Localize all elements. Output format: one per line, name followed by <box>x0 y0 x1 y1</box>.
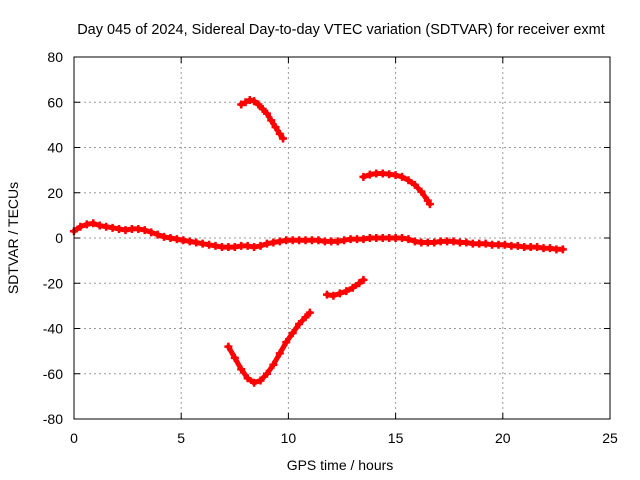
data-point <box>237 100 246 109</box>
data-point <box>398 172 407 181</box>
data-series <box>70 95 567 387</box>
data-point <box>329 291 338 300</box>
y-tick-label: -60 <box>43 366 63 382</box>
data-point <box>558 245 567 254</box>
data-point <box>140 226 149 235</box>
data-point <box>342 287 351 296</box>
data-point <box>258 105 267 114</box>
data-point <box>359 275 368 284</box>
data-point <box>76 222 85 231</box>
data-point <box>359 172 368 181</box>
data-point <box>153 230 162 239</box>
y-axis-label: SDTVAR / TECUs <box>5 182 21 294</box>
x-tick-label: 20 <box>495 430 511 446</box>
y-tick-label: -80 <box>43 411 63 427</box>
x-tick-label: 15 <box>388 430 404 446</box>
data-point <box>269 360 278 369</box>
data-point <box>271 123 280 132</box>
data-point <box>250 97 259 106</box>
data-point <box>404 176 413 185</box>
y-tick-label: 80 <box>47 49 63 65</box>
chart-title: Day 045 of 2024, Sidereal Day-to-day VTE… <box>77 22 605 38</box>
data-point <box>288 329 297 338</box>
x-tick-label: 25 <box>602 430 618 446</box>
data-point <box>237 365 246 374</box>
data-point <box>295 319 304 328</box>
data-point <box>243 374 252 383</box>
series-lower-arc-1 <box>224 308 314 387</box>
x-tick-label: 5 <box>177 430 185 446</box>
series-lower-arc-2 <box>322 275 368 300</box>
data-point <box>256 241 265 250</box>
y-tick-label: -40 <box>43 321 63 337</box>
data-point <box>147 228 156 237</box>
plot-frame <box>73 56 611 420</box>
data-point <box>241 98 250 107</box>
data-point <box>256 376 265 385</box>
data-point <box>417 187 426 196</box>
data-point <box>404 235 413 244</box>
x-axis-label: GPS time / hours <box>287 457 394 473</box>
y-tick-label: 20 <box>47 185 63 201</box>
data-point <box>275 129 284 138</box>
data-point <box>335 289 344 298</box>
series-main-band <box>70 219 567 254</box>
series-upper-arc-2 <box>359 169 434 209</box>
data-point <box>267 116 276 125</box>
y-tick-label: 0 <box>55 230 63 246</box>
data-point <box>355 279 364 288</box>
x-tick-label: 0 <box>70 430 78 446</box>
data-point <box>230 353 239 362</box>
data-point <box>282 338 291 347</box>
data-point <box>425 200 434 209</box>
x-tick-label: 10 <box>281 430 297 446</box>
y-tick-label: -20 <box>43 275 63 291</box>
data-point <box>224 342 233 351</box>
data-point <box>301 313 310 322</box>
y-tick-label: 60 <box>47 94 63 110</box>
data-point <box>262 109 271 118</box>
data-point <box>262 369 271 378</box>
series-upper-arc-1 <box>237 95 288 143</box>
data-point <box>305 308 314 317</box>
data-point <box>89 219 98 228</box>
data-point <box>348 283 357 292</box>
data-point <box>275 349 284 358</box>
data-point <box>391 171 400 180</box>
data-point <box>254 100 263 109</box>
grid-lines <box>74 57 610 419</box>
data-point <box>250 378 259 387</box>
data-point <box>279 134 288 143</box>
data-point <box>410 180 419 189</box>
y-tick-label: 40 <box>47 140 63 156</box>
